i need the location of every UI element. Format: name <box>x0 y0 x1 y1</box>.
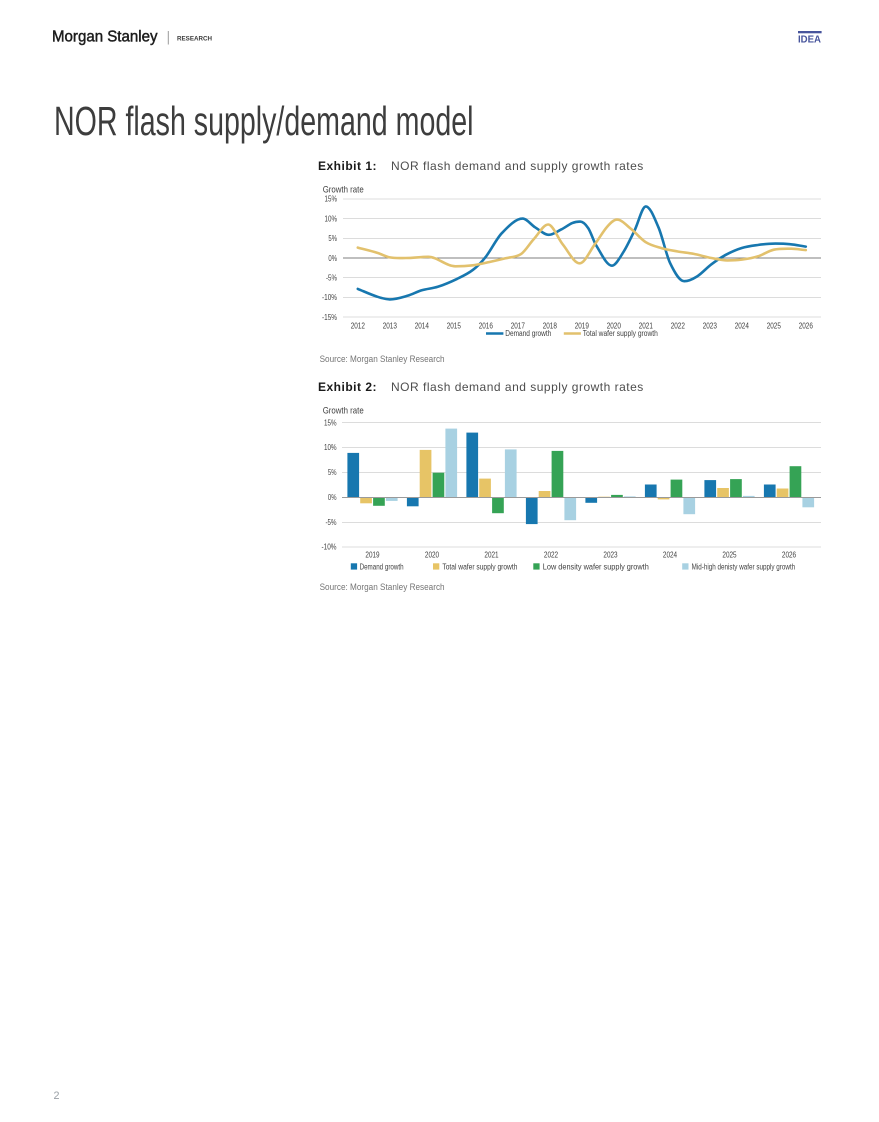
svg-text:RESEARCH: RESEARCH <box>177 35 212 42</box>
svg-text:2021: 2021 <box>484 550 498 560</box>
svg-text:2026: 2026 <box>782 550 796 560</box>
svg-text:0%: 0% <box>328 253 337 263</box>
svg-text:2014: 2014 <box>415 321 429 331</box>
svg-text:-10%: -10% <box>322 292 337 302</box>
svg-text:5%: 5% <box>328 233 337 243</box>
svg-text:2023: 2023 <box>703 321 717 331</box>
svg-text:2026: 2026 <box>799 321 813 331</box>
svg-text:2025: 2025 <box>767 321 781 331</box>
svg-text:-5%: -5% <box>326 273 337 283</box>
svg-text:2013: 2013 <box>383 321 397 331</box>
svg-text:NOR flash supply/demand model: NOR flash supply/demand model <box>54 98 474 144</box>
svg-text:2016: 2016 <box>479 321 493 331</box>
svg-text:-5%: -5% <box>326 517 337 527</box>
svg-text:Source: Morgan Stanley Researc: Source: Morgan Stanley Research <box>320 582 445 592</box>
svg-text:IDEA: IDEA <box>798 35 822 46</box>
svg-text:2020: 2020 <box>425 550 439 560</box>
svg-text:2020: 2020 <box>607 321 621 331</box>
svg-text:2022: 2022 <box>544 550 558 560</box>
svg-text:10%: 10% <box>325 213 338 223</box>
svg-text:Total wafer supply growth: Total wafer supply growth <box>583 329 658 338</box>
svg-text:2024: 2024 <box>663 550 677 560</box>
svg-text:2018: 2018 <box>543 321 557 331</box>
svg-text:2025: 2025 <box>722 550 736 560</box>
svg-text:Total wafer supply growth: Total wafer supply growth <box>442 563 517 572</box>
svg-text:0%: 0% <box>328 492 337 502</box>
svg-text:Growth rate: Growth rate <box>323 406 364 416</box>
svg-text:-10%: -10% <box>322 542 337 552</box>
svg-text:2023: 2023 <box>603 550 617 560</box>
svg-text:15%: 15% <box>324 417 337 427</box>
svg-text:Low density wafer supply growt: Low density wafer supply growth <box>543 563 649 572</box>
svg-text:5%: 5% <box>328 467 337 477</box>
svg-text:2012: 2012 <box>351 321 365 331</box>
svg-text:Morgan Stanley: Morgan Stanley <box>52 29 158 46</box>
svg-text:2019: 2019 <box>575 321 589 331</box>
svg-text:2015: 2015 <box>447 321 461 331</box>
svg-text:10%: 10% <box>324 442 337 452</box>
svg-text:Growth rate: Growth rate <box>323 184 364 194</box>
svg-text:2021: 2021 <box>639 321 653 331</box>
svg-text:Mid-high denisty wafer supply: Mid-high denisty wafer supply growth <box>692 563 796 572</box>
svg-text:15%: 15% <box>325 194 338 204</box>
svg-text:Demand growth: Demand growth <box>505 329 551 338</box>
svg-text:2022: 2022 <box>671 321 685 331</box>
svg-text:2024: 2024 <box>735 321 749 331</box>
svg-text:Source: Morgan Stanley Researc: Source: Morgan Stanley Research <box>320 354 445 364</box>
svg-text:2017: 2017 <box>511 321 525 331</box>
svg-text:-15%: -15% <box>322 312 337 322</box>
svg-text:2019: 2019 <box>365 550 379 560</box>
svg-text:Demand growth: Demand growth <box>360 563 404 572</box>
